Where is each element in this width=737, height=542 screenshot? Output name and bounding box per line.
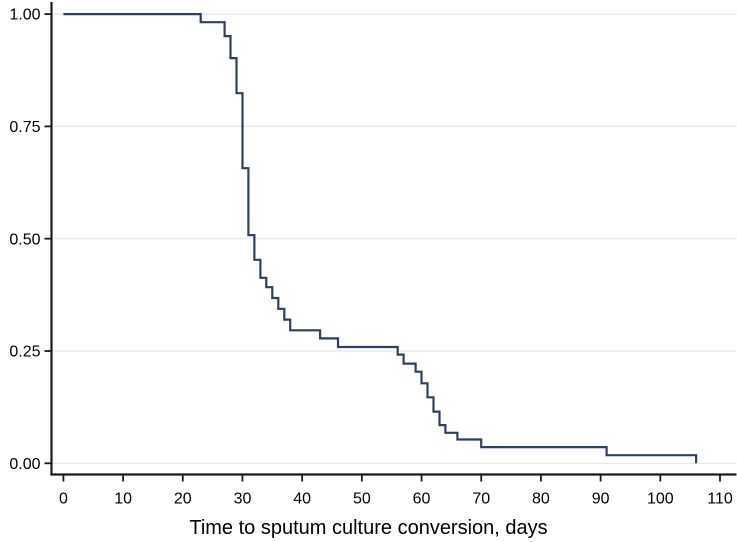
x-tick-label: 50 bbox=[353, 491, 371, 508]
x-tick-label: 20 bbox=[174, 491, 192, 508]
x-tick-label: 0 bbox=[59, 491, 68, 508]
gridlines bbox=[51, 13, 737, 464]
y-tick-label: 1.00 bbox=[9, 7, 40, 24]
x-tick-labels: 0 10 20 30 40 50 60 70 80 90 100 110 bbox=[59, 491, 733, 508]
x-tick-label: 60 bbox=[413, 491, 431, 508]
x-axis-title: Time to sputum culture conversion, days bbox=[189, 517, 547, 539]
x-tick-label: 30 bbox=[234, 491, 252, 508]
x-tick-label: 100 bbox=[647, 491, 674, 508]
axis-ticks bbox=[44, 13, 721, 482]
y-tick-label: 0.00 bbox=[9, 456, 40, 473]
y-tick-label: 0.50 bbox=[9, 231, 40, 248]
x-tick-label: 80 bbox=[532, 491, 550, 508]
y-tick-label: 0.25 bbox=[9, 344, 40, 361]
x-tick-label: 70 bbox=[472, 491, 490, 508]
x-tick-label: 40 bbox=[293, 491, 311, 508]
survival-step-curve bbox=[63, 13, 698, 464]
x-tick-label: 90 bbox=[592, 491, 610, 508]
x-tick-label: 110 bbox=[707, 491, 733, 508]
x-tick-label: 10 bbox=[114, 491, 132, 508]
y-tick-label: 0.75 bbox=[9, 119, 40, 136]
y-tick-labels: 0.00 0.25 0.50 0.75 1.00 bbox=[9, 7, 40, 473]
